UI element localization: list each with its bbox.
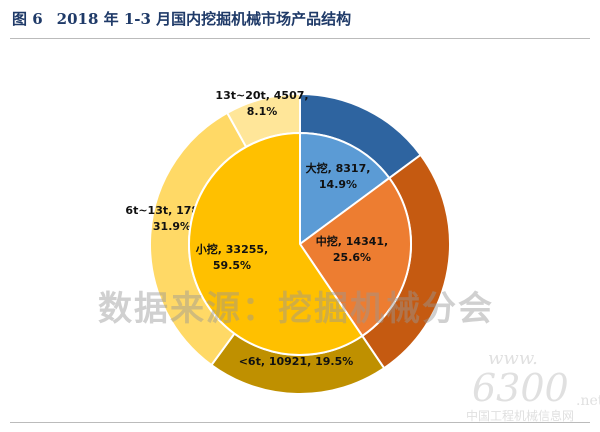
chart-title: 图 6 2018 年 1-3 月国内挖掘机械市场产品结构 [12,8,351,29]
inner-slice-1 [298,176,412,338]
logo-site-name: 中国工程机械信息网 [466,409,575,423]
logo-net: .net [576,393,600,409]
logo-number: 6300 [472,366,569,410]
figure-number: 图 6 [12,10,43,28]
outer-data-label: 13t~20t, 4507, 8.1% [215,89,308,118]
logo-www: www. [488,348,538,369]
inner-data-label: 小挖, 33255, 59.5% [195,242,268,272]
outer-data-label: <6t, 10921, 19.5% [239,355,354,368]
inner-slice-2 [188,131,364,356]
watermark: 数据来源：挖掘机械分会 [98,289,494,329]
inner-data-label: 大挖, 8317, 14.9% [306,161,371,191]
bottom-divider [10,422,590,423]
inner-data-label: 中挖, 14341, 25.6% [316,234,388,264]
title-text: 2018 年 1-3 月国内挖掘机械市场产品结构 [56,10,352,28]
top-divider [10,38,590,39]
inner-slice-0 [299,131,391,246]
